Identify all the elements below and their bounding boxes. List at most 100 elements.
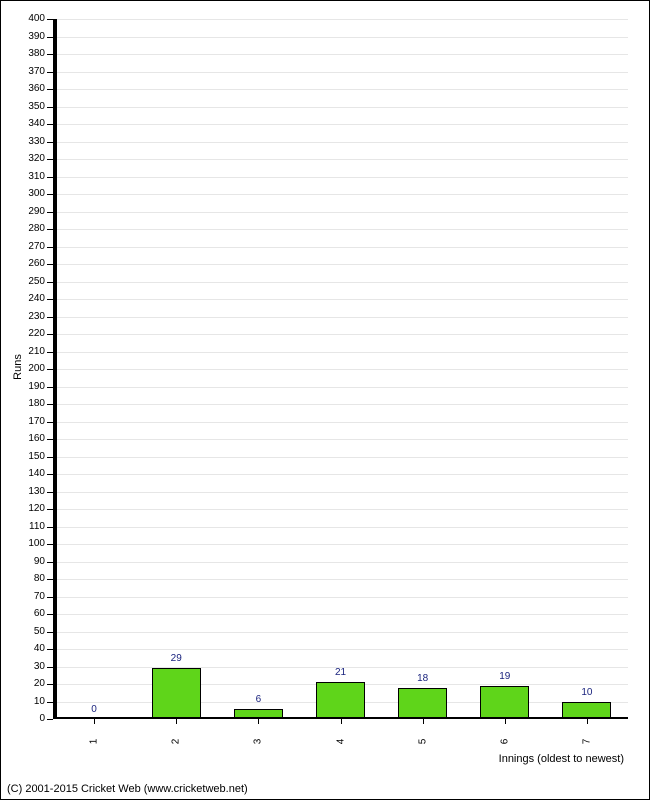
ytick-label: 310 (13, 171, 45, 182)
xtick-mark (94, 719, 95, 724)
ytick-label: 120 (13, 503, 45, 514)
bar-value-label: 18 (398, 673, 447, 684)
ytick-label: 300 (13, 188, 45, 199)
gridline (53, 439, 628, 440)
ytick-label: 150 (13, 451, 45, 462)
chart-container: 029621181910 010203040506070809010011012… (0, 0, 650, 800)
gridline (53, 212, 628, 213)
plot-area: 0 29 6 21 18 19 10 (53, 19, 628, 719)
ytick-mark (47, 719, 53, 720)
ytick-label: 290 (13, 206, 45, 217)
gridline (53, 19, 628, 20)
xtick-mark (341, 719, 342, 724)
x-axis (53, 717, 628, 719)
bar-value-label: 0 (70, 704, 119, 715)
gridline (53, 632, 628, 633)
ytick-label: 50 (13, 626, 45, 637)
gridline (53, 107, 628, 108)
bar (398, 688, 447, 720)
gridline (53, 142, 628, 143)
xtick-mark (423, 719, 424, 724)
gridline (53, 597, 628, 598)
bar-value-label: 10 (562, 687, 611, 698)
xtick-label: 7 (581, 732, 592, 752)
gridline (53, 54, 628, 55)
gridline (53, 159, 628, 160)
gridline (53, 264, 628, 265)
gridline (53, 124, 628, 125)
gridline (53, 299, 628, 300)
ytick-label: 90 (13, 556, 45, 567)
ytick-label: 260 (13, 258, 45, 269)
gridline (53, 369, 628, 370)
gridline (53, 579, 628, 580)
gridline (53, 247, 628, 248)
ytick-label: 130 (13, 486, 45, 497)
gridline (53, 544, 628, 545)
ytick-label: 60 (13, 608, 45, 619)
x-axis-label: Innings (oldest to newest) (499, 753, 624, 765)
gridline (53, 422, 628, 423)
gridline (53, 457, 628, 458)
ytick-label: 140 (13, 468, 45, 479)
bar (316, 682, 365, 719)
gridline (53, 89, 628, 90)
gridline (53, 334, 628, 335)
ytick-label: 320 (13, 153, 45, 164)
ytick-label: 170 (13, 416, 45, 427)
ytick-label: 350 (13, 101, 45, 112)
xtick-mark (505, 719, 506, 724)
xtick-mark (176, 719, 177, 724)
footer-copyright: (C) 2001-2015 Cricket Web (www.cricketwe… (7, 783, 248, 795)
gridline (53, 404, 628, 405)
ytick-label: 240 (13, 293, 45, 304)
xtick-label: 1 (89, 732, 100, 752)
bar-value-label: 29 (152, 653, 201, 664)
xtick-label: 3 (253, 732, 264, 752)
ytick-label: 190 (13, 381, 45, 392)
xtick-label: 5 (417, 732, 428, 752)
gridline (53, 194, 628, 195)
ytick-label: 80 (13, 573, 45, 584)
ytick-label: 0 (13, 713, 45, 724)
ytick-label: 180 (13, 398, 45, 409)
ytick-label: 270 (13, 241, 45, 252)
gridline (53, 282, 628, 283)
xtick-label: 6 (499, 732, 510, 752)
bar (480, 686, 529, 719)
gridline (53, 177, 628, 178)
ytick-label: 160 (13, 433, 45, 444)
gridline (53, 509, 628, 510)
xtick-mark (587, 719, 588, 724)
gridline (53, 492, 628, 493)
ytick-label: 10 (13, 696, 45, 707)
gridline (53, 649, 628, 650)
gridline (53, 562, 628, 563)
bar-value-label: 19 (480, 671, 529, 682)
gridline (53, 614, 628, 615)
gridline (53, 474, 628, 475)
ytick-label: 400 (13, 13, 45, 24)
ytick-label: 340 (13, 118, 45, 129)
ytick-label: 360 (13, 83, 45, 94)
ytick-label: 250 (13, 276, 45, 287)
bar-value-label: 21 (316, 667, 365, 678)
gridline (53, 317, 628, 318)
ytick-label: 40 (13, 643, 45, 654)
ytick-label: 390 (13, 31, 45, 42)
gridline (53, 229, 628, 230)
xtick-mark (258, 719, 259, 724)
ytick-label: 70 (13, 591, 45, 602)
ytick-label: 110 (13, 521, 45, 532)
gridline (53, 72, 628, 73)
ytick-label: 370 (13, 66, 45, 77)
bar-value-label: 6 (234, 694, 283, 705)
ytick-label: 330 (13, 136, 45, 147)
y-axis-label: Runs (12, 354, 24, 380)
bar (152, 668, 201, 719)
gridline (53, 387, 628, 388)
ytick-label: 20 (13, 678, 45, 689)
ytick-label: 380 (13, 48, 45, 59)
ytick-label: 220 (13, 328, 45, 339)
gridline (53, 352, 628, 353)
